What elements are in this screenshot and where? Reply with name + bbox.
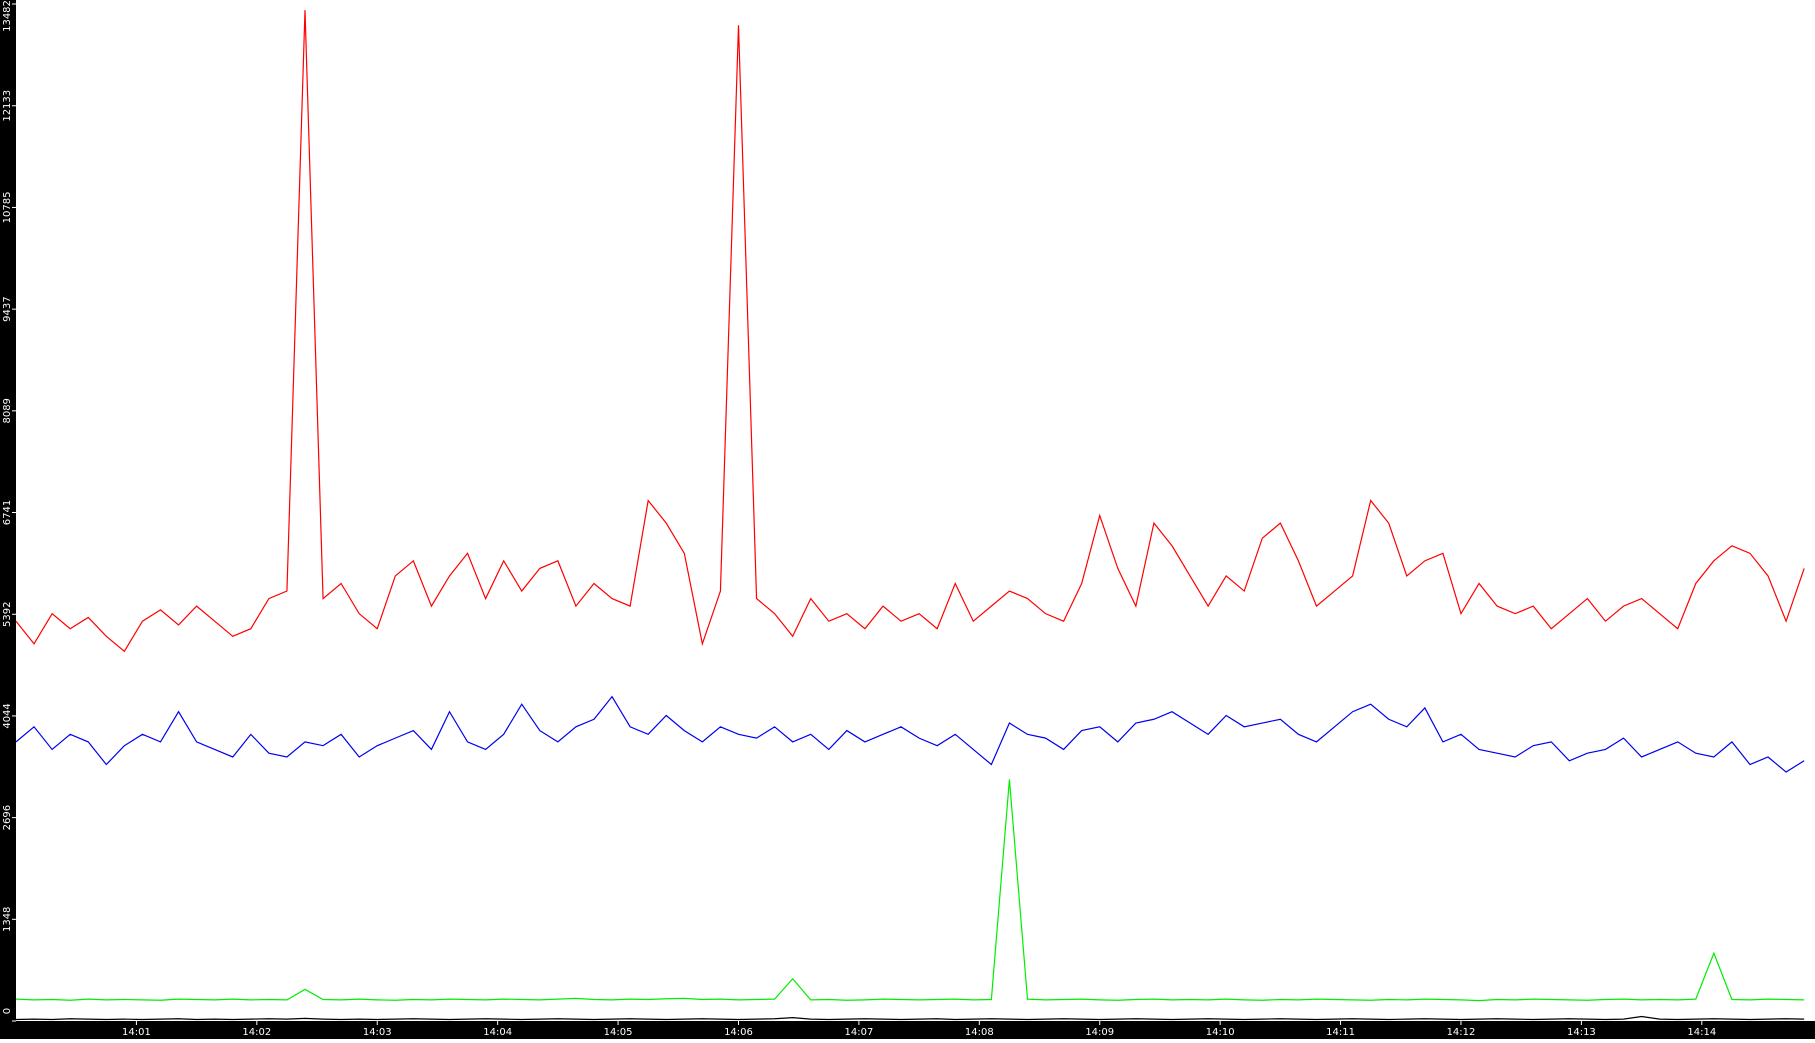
y-tick-label: 10785 [2, 192, 13, 224]
x-tick-label: 14:06 [724, 1027, 753, 1038]
y-tick-label: 12133 [2, 90, 13, 122]
y-tick-label: 8089 [2, 398, 13, 423]
x-tick-label: 14:07 [844, 1027, 873, 1038]
series-line [15, 779, 1805, 1002]
x-tick-label: 14:01 [122, 1027, 151, 1038]
y-tick-label: 0 [2, 1008, 13, 1014]
series-line [15, 695, 1805, 773]
x-tick-label: 14:04 [483, 1027, 512, 1038]
y-tick-label: 4044 [2, 703, 13, 728]
y-tick-label: 1348 [2, 907, 13, 932]
x-tick-label: 14:09 [1085, 1027, 1114, 1038]
y-axis-strip [0, 0, 16, 1039]
x-axis-strip [0, 1021, 1815, 1039]
y-tick-label: 13482 [2, 0, 13, 32]
x-tick-label: 14:14 [1687, 1027, 1716, 1038]
y-tick-label: 9437 [2, 296, 13, 321]
x-tick-label: 14:11 [1326, 1027, 1355, 1038]
series-line [15, 1015, 1805, 1021]
x-tick-label: 14:12 [1447, 1027, 1476, 1038]
y-tick-label: 5392 [2, 602, 13, 627]
y-tick-label: 2696 [2, 805, 13, 830]
x-tick-label: 14:02 [242, 1027, 271, 1038]
x-tick-label: 14:13 [1567, 1027, 1596, 1038]
y-tick-label: 6741 [2, 500, 13, 525]
series-line [15, 10, 1805, 653]
x-tick-label: 14:10 [1206, 1027, 1235, 1038]
x-tick-label: 14:03 [363, 1027, 392, 1038]
x-tick-label: 14:05 [604, 1027, 633, 1038]
x-tick-label: 14:08 [965, 1027, 994, 1038]
